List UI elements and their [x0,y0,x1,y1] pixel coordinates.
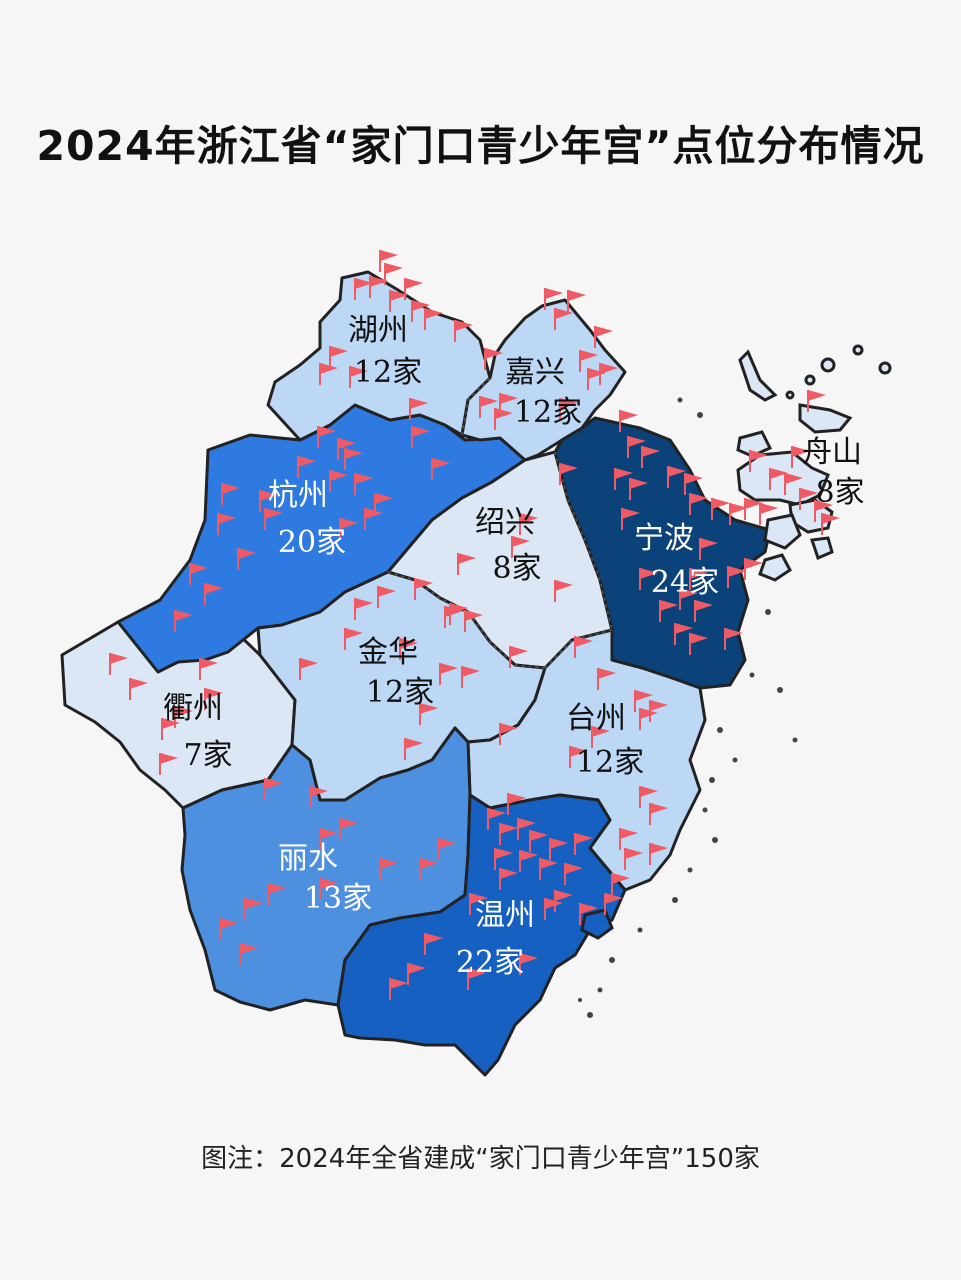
label-zhoushan-count: 8家 [815,475,864,510]
label-ningbo-name: 宁波 [634,521,694,556]
zhejiang-map: 湖州 12家 嘉兴 12家 杭州 20家 绍兴 8家 宁波 24家 舟山 8家 … [0,240,961,1100]
label-hangzhou-count: 20家 [278,525,346,560]
label-hangzhou-name: 杭州 [268,478,328,513]
label-huzhou-count: 12家 [354,355,422,390]
label-shaoxing-count: 8家 [492,551,541,586]
label-lishui-count: 13家 [304,881,372,916]
label-jinhua-count: 12家 [366,675,434,710]
label-shaoxing-name: 绍兴 [475,505,535,540]
region-labels: 湖州 12家 嘉兴 12家 杭州 20家 绍兴 8家 宁波 24家 舟山 8家 … [163,313,865,980]
label-taizhou-count: 12家 [576,745,644,780]
label-jiaxing-name: 嘉兴 [505,355,565,390]
label-quzhou-count: 7家 [183,738,232,773]
label-wenzhou-count: 22家 [456,945,524,980]
wenzhou-bay-island [580,908,614,940]
label-ningbo-count: 24家 [651,565,719,600]
map-title: 2024年浙江省“家门口青少年宫”点位分布情况 [36,122,925,170]
map-footnote: 图注：2024年全省建成“家门口青少年宫”150家 [201,1144,760,1174]
label-lishui-name: 丽水 [278,841,338,876]
label-zhoushan-name: 舟山 [802,435,862,470]
label-jinhua-name: 金华 [358,635,418,670]
coastal-islets [578,397,798,1018]
label-huzhou-name: 湖州 [348,313,408,348]
label-wenzhou-name: 温州 [475,898,535,933]
region-jiaxing[interactable] [460,298,627,462]
label-taizhou-name: 台州 [566,701,626,736]
label-quzhou-name: 衢州 [163,691,223,726]
label-jiaxing-count: 12家 [514,395,582,430]
